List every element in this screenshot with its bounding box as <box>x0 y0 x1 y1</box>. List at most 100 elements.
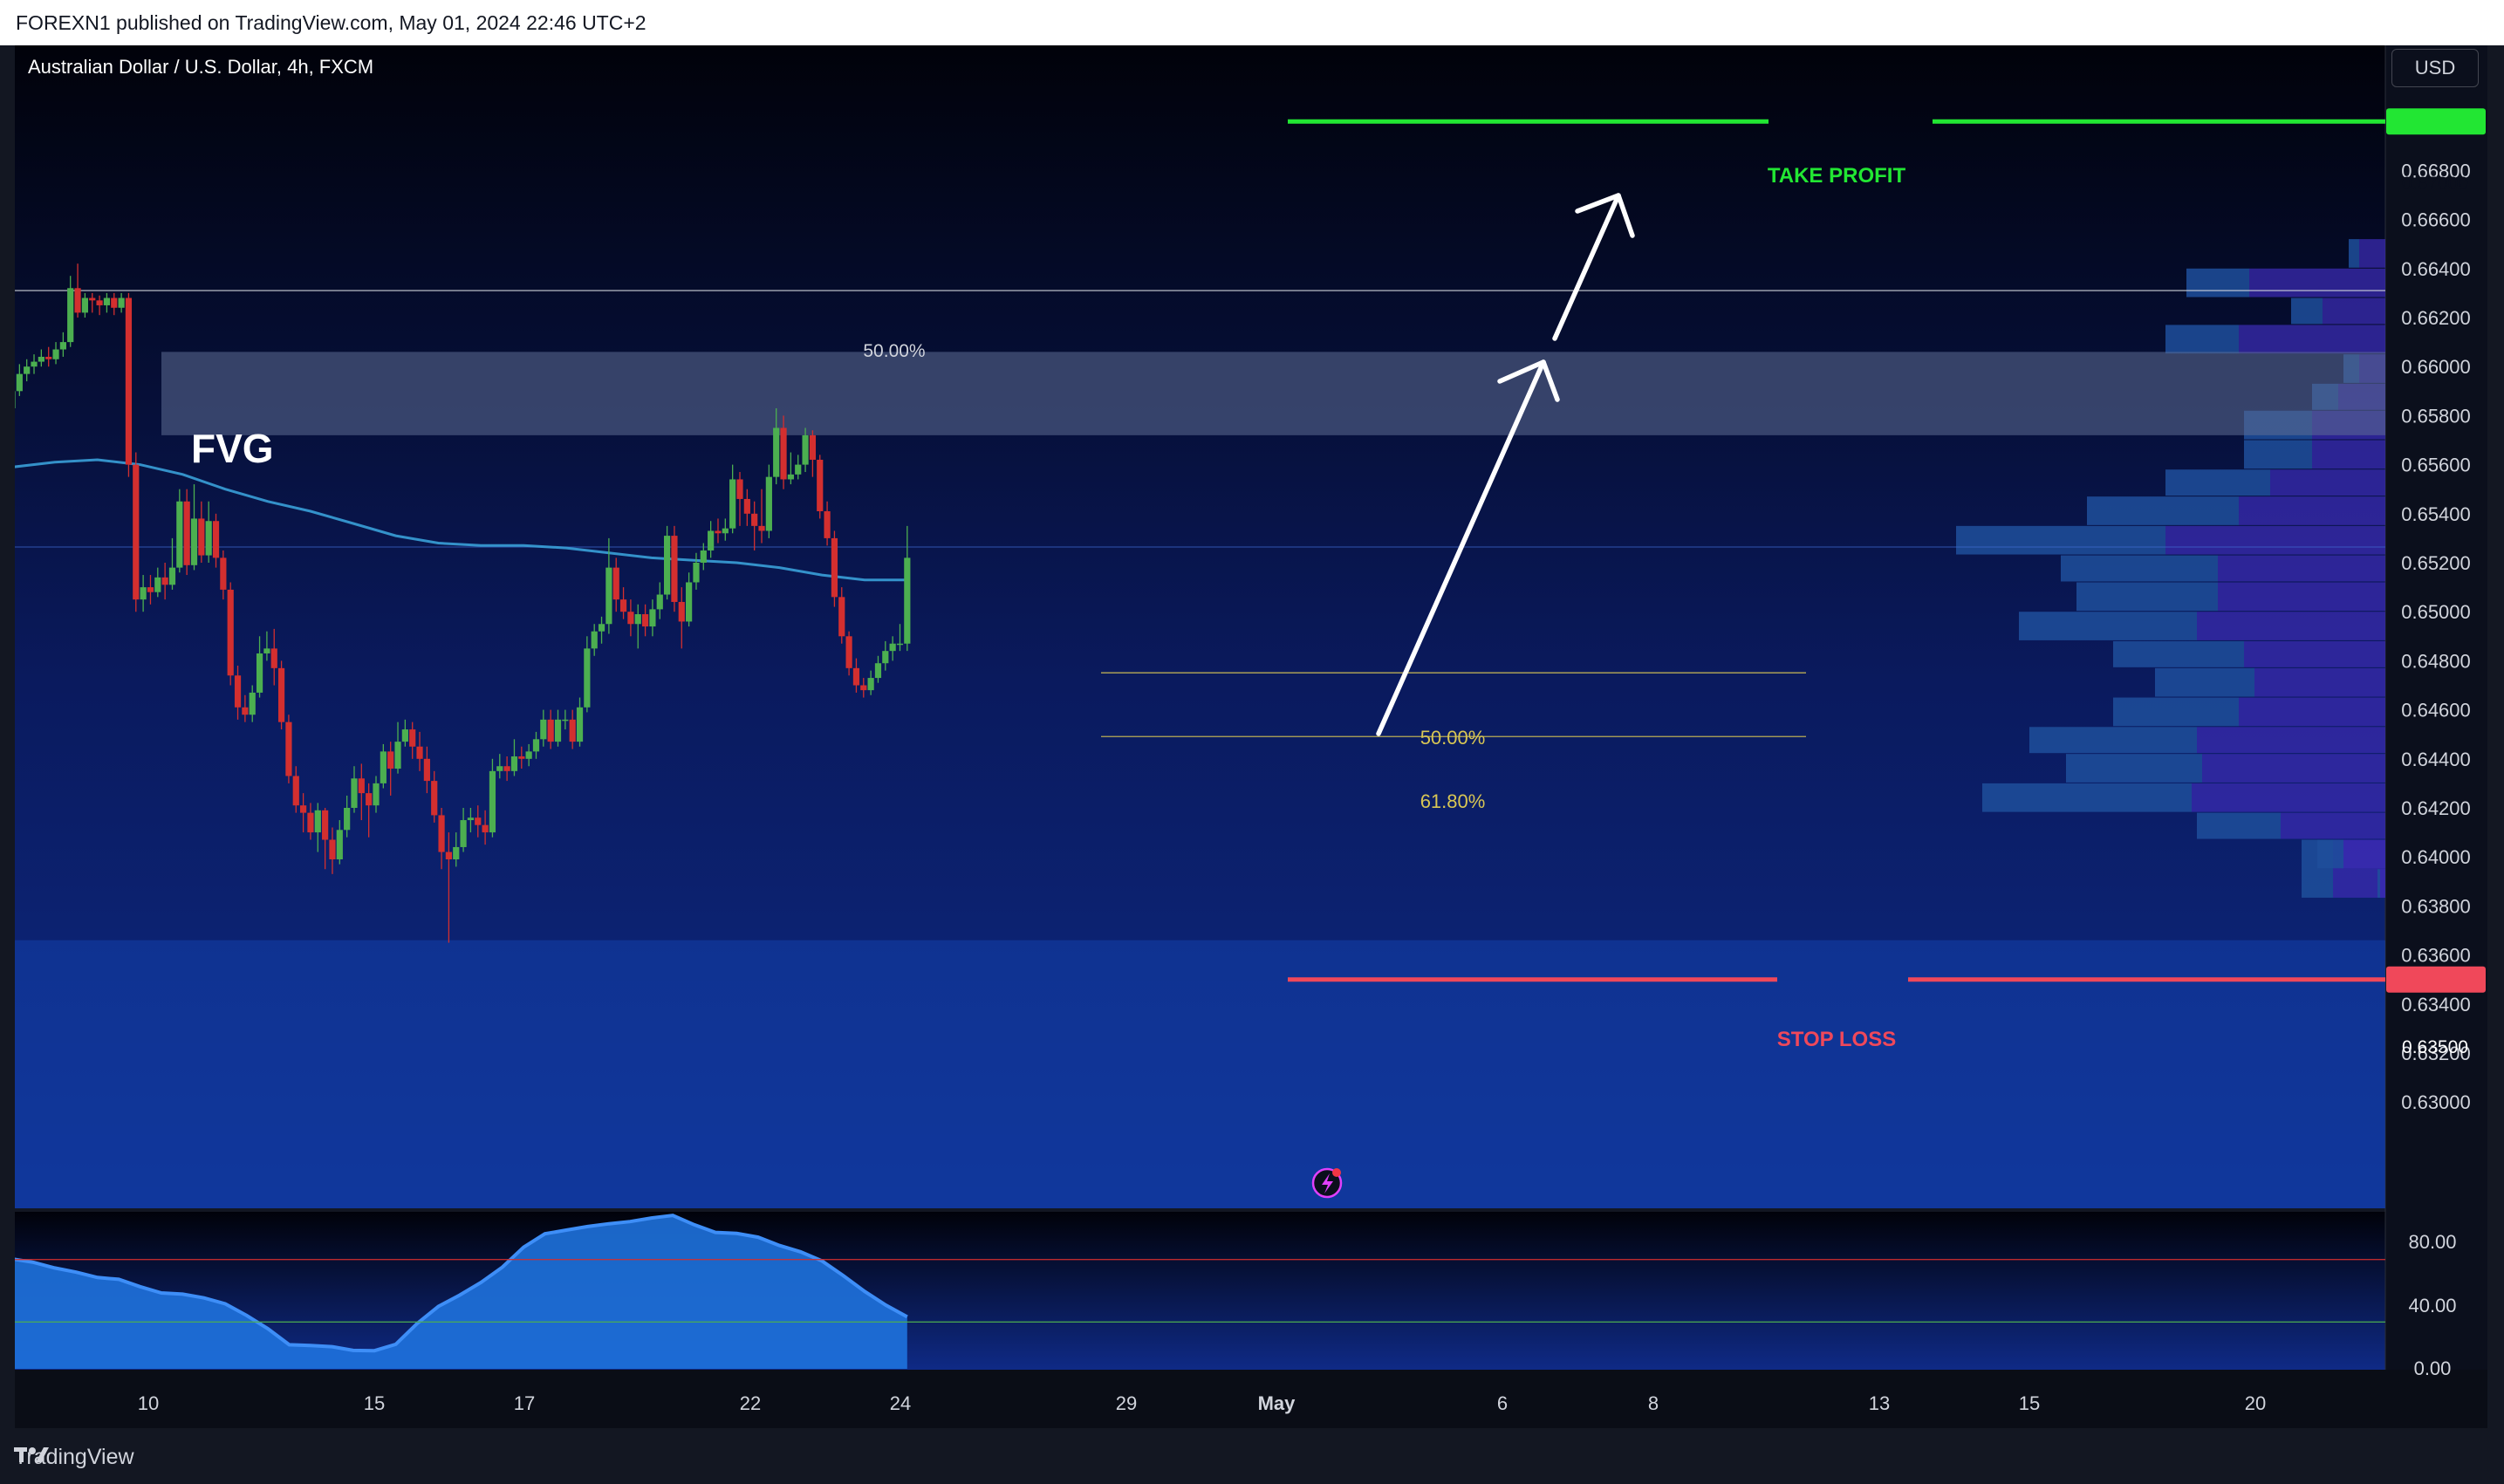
candle-29 <box>220 550 227 600</box>
candle-10 <box>81 292 88 318</box>
candle-11 <box>89 292 96 313</box>
take-profit-price-badge <box>2386 108 2486 135</box>
candle-30 <box>227 582 234 686</box>
candle-47 <box>351 766 358 813</box>
candle-body <box>460 820 467 847</box>
price-tick-label: 0.66000 <box>2401 356 2471 378</box>
tradingview-icon <box>14 1447 49 1462</box>
candle-body <box>641 614 649 627</box>
volume-profile-bar-9-1 <box>2244 640 2385 667</box>
candle-body <box>845 636 852 668</box>
candle-49 <box>366 783 373 838</box>
chart-title: Australian Dollar / U.S. Dollar, 4h, FXC… <box>28 56 374 78</box>
candle-32 <box>242 694 249 722</box>
volume-profile-bar-23-1 <box>2359 239 2385 268</box>
time-tick-label: 13 <box>1869 1392 1890 1414</box>
candle-body <box>780 427 787 480</box>
candle-body <box>15 391 16 408</box>
candle-114 <box>838 587 845 644</box>
candle-body <box>161 577 168 585</box>
chart-annotations <box>15 119 2385 1208</box>
candle-121 <box>889 636 896 661</box>
oscillator-tick-label: 40.00 <box>2408 1295 2456 1316</box>
candle-61 <box>453 832 460 867</box>
candle-112 <box>824 501 831 546</box>
volume-profile-bar-15-0 <box>2165 469 2270 496</box>
candle-39 <box>292 766 299 813</box>
candle-body <box>307 812 314 833</box>
price-axis-background[interactable] <box>2385 45 2487 1370</box>
stop-loss-price-badge <box>2386 966 2486 993</box>
volume-profile-bar-23-0 <box>2349 239 2359 268</box>
candle-body <box>277 667 285 722</box>
candle-body <box>540 719 547 740</box>
candle-24 <box>183 489 190 576</box>
candle-95 <box>700 543 707 571</box>
candle-body <box>409 729 416 747</box>
time-tick-label: 17 <box>514 1392 535 1414</box>
candle-106 <box>780 415 787 489</box>
volume-profile-bar-2-0 <box>2317 839 2343 869</box>
candle-body <box>111 297 118 308</box>
fib-50-lower-label: 50.00% <box>1420 727 1486 749</box>
candle-body <box>664 536 671 595</box>
volume-profile-bar-21-1 <box>2323 297 2385 325</box>
price-chart[interactable]: 0.672000.670000.668000.666000.664000.662… <box>15 45 2487 1428</box>
fvg-zone <box>161 352 2385 435</box>
price-pane-background <box>15 45 2385 1208</box>
footer <box>0 1428 2504 1484</box>
candle-body <box>518 756 525 759</box>
candle-body <box>140 587 147 600</box>
candle-101 <box>743 489 750 526</box>
candle-body <box>198 518 205 556</box>
currency-button[interactable]: USD <box>2391 49 2479 87</box>
candle-26 <box>198 501 205 563</box>
volume-profile-bar-22-0 <box>2186 268 2249 297</box>
candle-body <box>38 356 44 362</box>
volume-profile-bar-10-0 <box>2019 612 2197 640</box>
candle-110 <box>809 430 816 477</box>
chart-area[interactable]: 0.672000.670000.668000.666000.664000.662… <box>15 45 2487 1428</box>
candle-body <box>503 766 510 771</box>
time-axis-background[interactable] <box>15 1370 2487 1428</box>
candle-75 <box>554 709 562 747</box>
projection-arrow-1-head <box>1497 359 1560 402</box>
candle-body <box>423 758 430 782</box>
publisher-bar: FOREXN1 published on TradingView.com, Ma… <box>0 0 2504 45</box>
candle-36 <box>270 628 277 686</box>
price-tick-label: 0.64200 <box>2401 797 2471 819</box>
candle-35 <box>263 631 270 661</box>
candle-93 <box>686 572 693 627</box>
pane-divider[interactable] <box>15 1208 2487 1212</box>
volume-profile-bar-9-0 <box>2113 640 2244 667</box>
tradingview-logo[interactable]: TradingView <box>14 1445 134 1470</box>
candle-body <box>212 521 220 558</box>
candle-body <box>234 675 242 708</box>
projection-arrow-1 <box>1376 359 1546 736</box>
candle-51 <box>380 743 387 789</box>
lightning-icon <box>1322 1173 1333 1193</box>
candle-20 <box>154 567 161 598</box>
event-marker-dot <box>1332 1168 1341 1177</box>
candle-115 <box>845 631 852 676</box>
candle-body <box>314 810 321 833</box>
volume-profile-bar-10-1 <box>2197 612 2385 640</box>
candle-body <box>649 609 656 627</box>
candle-56 <box>416 731 423 771</box>
candle-18 <box>140 575 147 612</box>
candle-113 <box>831 530 838 607</box>
candle-body <box>467 817 475 821</box>
candle-74 <box>547 709 554 749</box>
time-tick-label: 8 <box>1648 1392 1659 1414</box>
fvg-label: FVG <box>191 426 274 471</box>
demand-zone <box>15 940 2385 1208</box>
candle-body <box>394 742 401 769</box>
candle-45 <box>336 820 343 865</box>
volume-profile-bar-6-1 <box>2197 727 2385 754</box>
candle-body <box>453 846 460 860</box>
price-tick-label: 0.66600 <box>2401 209 2471 231</box>
candle-body <box>445 851 452 860</box>
candle-body <box>496 766 503 771</box>
candle-43 <box>322 808 329 870</box>
candle-body <box>867 678 874 691</box>
